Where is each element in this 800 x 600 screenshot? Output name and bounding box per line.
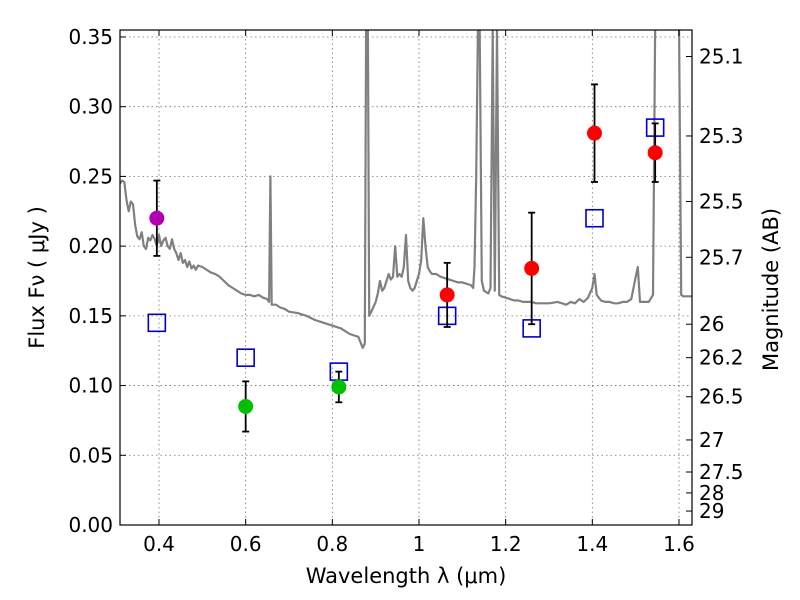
x-tick-label: 0.4 [143, 532, 175, 556]
observed-flux-point [439, 287, 455, 303]
observed-flux-point [238, 398, 254, 414]
x-tick-label: 1.2 [490, 532, 522, 556]
right-tick-label: 26 [699, 312, 724, 336]
observed-flux-point [331, 379, 347, 395]
observed-flux-point [149, 210, 165, 226]
right-tick-label: 25.1 [699, 44, 744, 68]
model-photometry-square [147, 313, 167, 333]
y-tick-label: 0.25 [68, 164, 113, 188]
y-tick-label: 0.20 [68, 234, 113, 258]
spectrum-line [120, 30, 692, 349]
x-tick-label: 1.6 [663, 532, 695, 556]
x-axis-label: Wavelength λ (μm) [306, 564, 507, 588]
y-tick-label: 0.00 [68, 513, 113, 537]
x-tick-label: 0.8 [316, 532, 348, 556]
y-tick-label: 0.30 [68, 95, 113, 119]
spectrum-layer [120, 30, 692, 349]
observed-flux-point [647, 145, 663, 161]
right-tick-label: 29 [699, 499, 724, 523]
right-tick-label: 27 [699, 428, 724, 452]
y-tick-label: 0.10 [68, 374, 113, 398]
right-tick-label: 25.5 [699, 190, 744, 214]
marker-layer [147, 83, 665, 433]
observed-flux-point [524, 260, 540, 276]
right-tick-label: 27.5 [699, 460, 744, 484]
y-tick-label: 0.05 [68, 443, 113, 467]
right-tick-label: 28 [699, 481, 724, 505]
x-tick-label: 1 [413, 532, 426, 556]
right-tick-label: 25.3 [699, 124, 744, 148]
right-tick-label: 25.7 [699, 245, 744, 269]
right-axis-label: Magnitude (AB) [759, 208, 783, 371]
y-axis-label: Flux Fν ( μJy ) [25, 206, 49, 349]
y-tick-label: 0.15 [68, 304, 113, 328]
right-tick-label: 26.2 [699, 346, 744, 370]
observed-flux-point [587, 125, 602, 141]
x-tick-label: 0.6 [230, 532, 262, 556]
model-photometry-square [236, 348, 255, 367]
model-photometry-square [585, 208, 604, 228]
grid [120, 30, 692, 526]
tick-layer: 0.4 0.6 0.8 1 1.2 1.4 1.6 0.00 0.05 0.10 0.15 0.20 0… [68, 25, 743, 556]
y-tick-label: 0.35 [68, 25, 113, 49]
plot-frame [119, 29, 693, 526]
x-tick-label: 1.4 [576, 532, 608, 556]
right-tick-label: 26.5 [699, 385, 744, 409]
